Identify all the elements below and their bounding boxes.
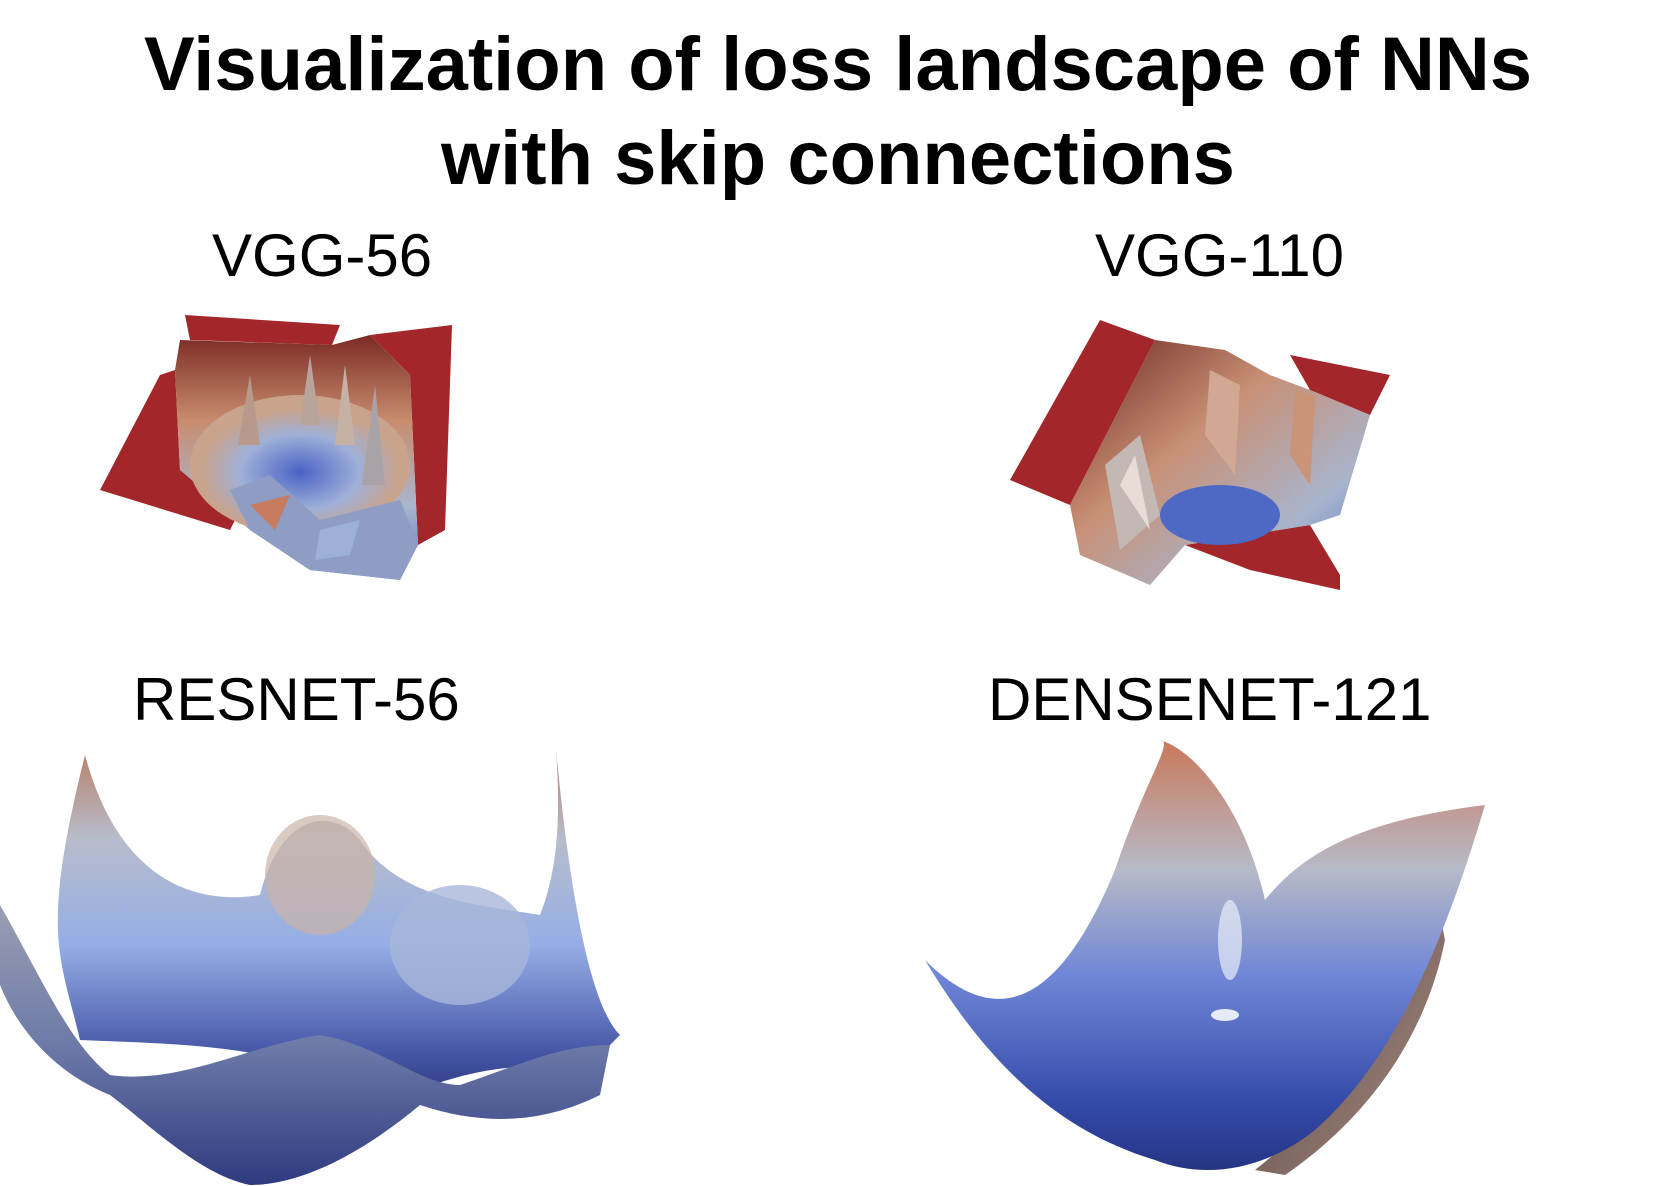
resnet56-loss-surface: [0, 750, 620, 1185]
vgg56-label: VGG-56: [212, 222, 433, 289]
vgg110-loss-surface: [1010, 320, 1390, 590]
vgg56-loss-surface: [100, 315, 452, 580]
vgg110-label: VGG-110: [1095, 222, 1344, 289]
title-line-1: Visualization of loss landscape of NNs: [143, 22, 1533, 107]
densenet121-label: DENSENET-121: [988, 666, 1432, 733]
page-title: Visualization of loss landscape of NNs w…: [0, 18, 1676, 206]
title-line-2: with skip connections: [441, 116, 1235, 201]
densenet121-loss-surface: [925, 740, 1485, 1175]
resnet56-label: RESNET-56: [133, 666, 460, 733]
